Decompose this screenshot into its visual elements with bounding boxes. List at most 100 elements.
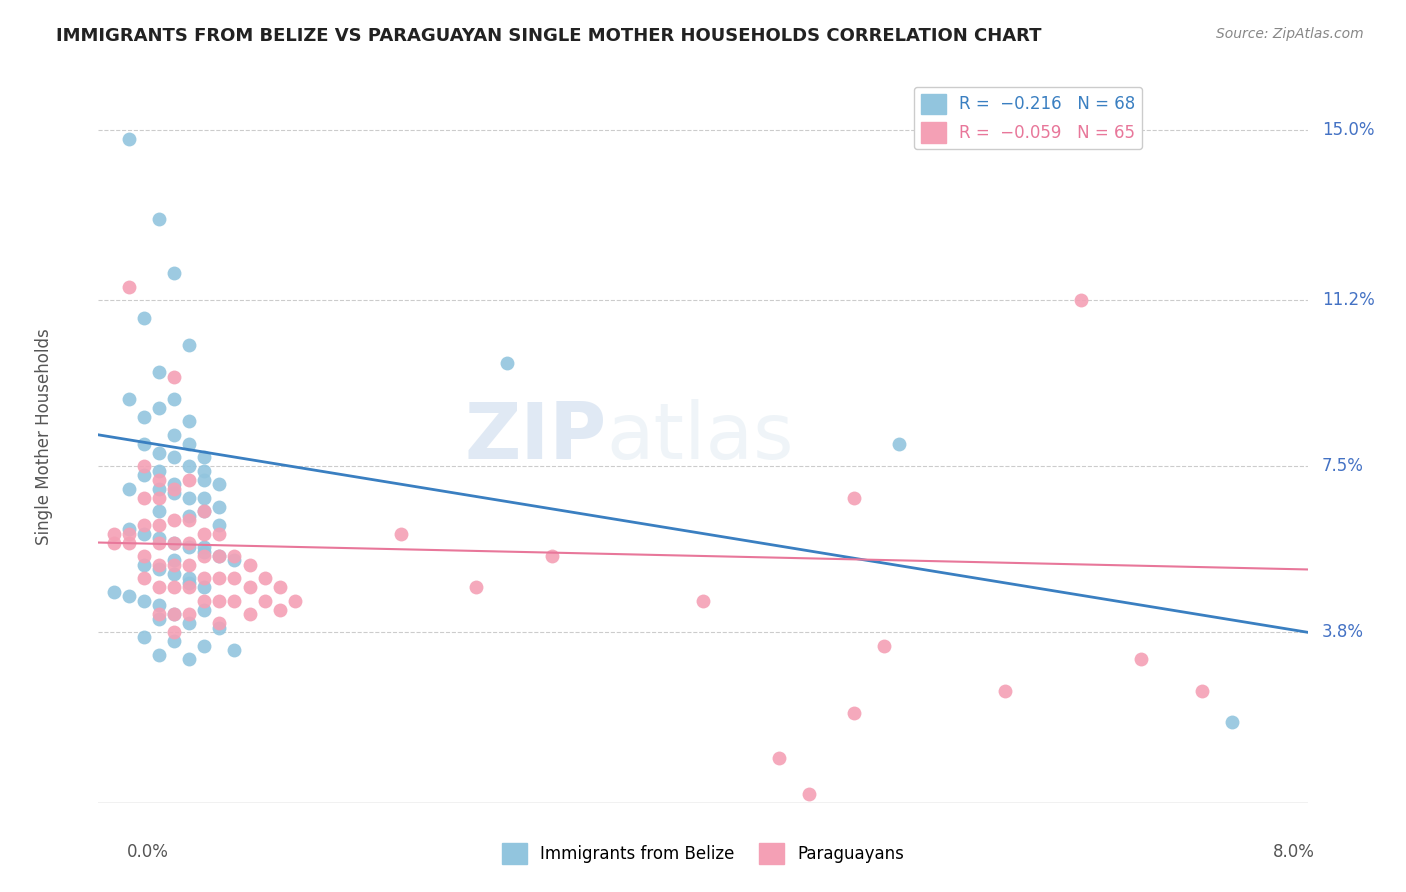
Point [163, 535, 186, 549]
Point [148, 558, 170, 572]
Point [163, 634, 186, 648]
Point [148, 612, 170, 626]
Point [284, 594, 307, 608]
Point [148, 491, 170, 505]
Text: Source: ZipAtlas.com: Source: ZipAtlas.com [1216, 27, 1364, 41]
Point [163, 625, 186, 640]
Point [179, 437, 201, 451]
Point [148, 464, 170, 478]
Point [193, 504, 215, 518]
Point [148, 446, 170, 460]
Point [269, 603, 291, 617]
Point [103, 535, 125, 549]
Point [118, 131, 141, 145]
Point [118, 526, 141, 541]
Point [132, 549, 155, 563]
Point [193, 571, 215, 585]
Point [163, 450, 186, 465]
Point [1070, 293, 1092, 308]
Point [193, 603, 215, 617]
Point [163, 581, 186, 595]
Text: 8.0%: 8.0% [1272, 843, 1315, 861]
Point [163, 607, 186, 622]
Point [873, 639, 896, 653]
Point [224, 594, 246, 608]
Point [193, 594, 215, 608]
Point [193, 549, 215, 563]
Point [179, 414, 201, 428]
Point [132, 594, 155, 608]
Point [163, 427, 186, 442]
Point [179, 571, 201, 585]
Point [148, 517, 170, 532]
Point [103, 585, 125, 599]
Point [239, 581, 262, 595]
Point [269, 581, 291, 595]
Point [239, 607, 262, 622]
Point [132, 517, 155, 532]
Point [208, 594, 231, 608]
Point [132, 311, 155, 326]
Point [163, 558, 186, 572]
Point [208, 517, 231, 532]
Point [148, 648, 170, 662]
Point [179, 616, 201, 631]
Text: 11.2%: 11.2% [1322, 291, 1375, 310]
Point [148, 562, 170, 576]
Text: Single Mother Households: Single Mother Households [35, 329, 53, 545]
Point [253, 594, 276, 608]
Point [163, 553, 186, 567]
Text: IMMIGRANTS FROM BELIZE VS PARAGUAYAN SINGLE MOTHER HOUSEHOLDS CORRELATION CHART: IMMIGRANTS FROM BELIZE VS PARAGUAYAN SIN… [56, 27, 1042, 45]
Point [193, 526, 215, 541]
Point [148, 504, 170, 518]
Point [193, 540, 215, 554]
Point [148, 599, 170, 613]
Point [148, 482, 170, 496]
Point [103, 526, 125, 541]
Point [224, 549, 246, 563]
Legend: Immigrants from Belize, Paraguayans: Immigrants from Belize, Paraguayans [495, 837, 911, 871]
Point [132, 571, 155, 585]
Point [208, 477, 231, 491]
Point [179, 575, 201, 590]
Point [118, 279, 141, 293]
Text: 0.0%: 0.0% [127, 843, 169, 861]
Point [163, 477, 186, 491]
Point [224, 571, 246, 585]
Text: ZIP: ZIP [464, 399, 606, 475]
Point [163, 607, 186, 622]
Point [179, 338, 201, 352]
Point [465, 581, 488, 595]
Point [208, 616, 231, 631]
Point [148, 535, 170, 549]
Point [132, 526, 155, 541]
Legend: R =  −0.216   N = 68, R =  −0.059   N = 65: R = −0.216 N = 68, R = −0.059 N = 65 [914, 87, 1142, 149]
Point [193, 504, 215, 518]
Point [179, 473, 201, 487]
Point [148, 581, 170, 595]
Point [193, 639, 215, 653]
Point [253, 571, 276, 585]
Point [148, 607, 170, 622]
Point [844, 491, 866, 505]
Point [148, 531, 170, 545]
Point [132, 630, 155, 644]
Point [118, 535, 141, 549]
Point [132, 558, 155, 572]
Point [1220, 714, 1243, 729]
Point [163, 486, 186, 500]
Point [208, 549, 231, 563]
Text: atlas: atlas [606, 399, 794, 475]
Point [495, 356, 517, 370]
Point [692, 594, 714, 608]
Point [193, 491, 215, 505]
Text: 7.5%: 7.5% [1322, 458, 1364, 475]
Point [239, 558, 262, 572]
Point [179, 581, 201, 595]
Point [148, 473, 170, 487]
Point [193, 544, 215, 558]
Point [179, 513, 201, 527]
Point [163, 369, 186, 384]
Point [208, 549, 231, 563]
Point [193, 473, 215, 487]
